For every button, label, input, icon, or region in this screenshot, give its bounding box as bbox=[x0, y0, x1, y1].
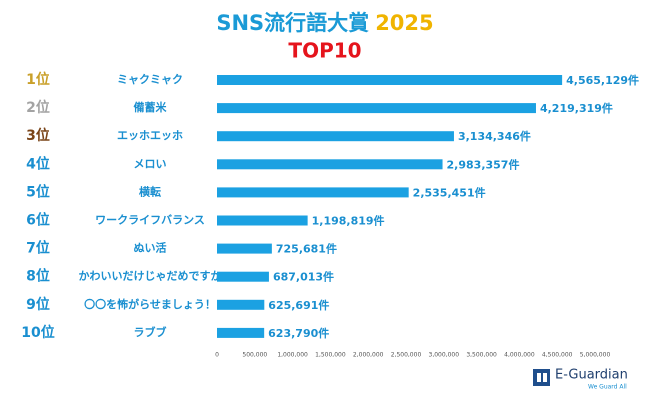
rank-label: 1位 bbox=[26, 71, 50, 88]
value-label: 625,691件 bbox=[268, 298, 329, 312]
x-tick-label: 4,500,000 bbox=[542, 352, 573, 359]
bar bbox=[217, 243, 272, 254]
logo-name: E-Guardian bbox=[555, 368, 628, 383]
category-label: ミャクミャク bbox=[117, 73, 183, 86]
bar bbox=[217, 187, 409, 198]
x-tick-label: 2,000,000 bbox=[353, 352, 384, 359]
value-label: 3,134,346件 bbox=[458, 129, 531, 143]
category-label: 横転 bbox=[139, 184, 161, 198]
category-label: 備蓄米 bbox=[134, 100, 168, 114]
rank-label: 5位 bbox=[26, 183, 50, 200]
category-label: ぬい活 bbox=[134, 241, 167, 255]
logo-icon-part bbox=[537, 373, 541, 382]
x-tick-label: 5,000,000 bbox=[580, 352, 611, 359]
rank-label: 2位 bbox=[26, 99, 50, 116]
chart-subtitle: TOP10 bbox=[288, 39, 361, 63]
rank-label: 9位 bbox=[26, 296, 50, 313]
bar bbox=[217, 159, 443, 170]
bar bbox=[217, 75, 563, 85]
value-label: 623,790件 bbox=[268, 326, 329, 340]
rank-label: 10位 bbox=[21, 324, 54, 341]
x-tick-label: 0 bbox=[215, 352, 219, 359]
category-label: メロい bbox=[134, 157, 167, 170]
x-tick-label: 4,000,000 bbox=[504, 352, 535, 359]
logo-tagline: We Guard All bbox=[588, 384, 627, 391]
bar bbox=[217, 327, 265, 338]
x-tick-label: 3,500,000 bbox=[466, 352, 497, 359]
category-label: ラブブ bbox=[134, 325, 167, 339]
bar bbox=[217, 271, 269, 282]
rank-label: 4位 bbox=[26, 155, 50, 172]
rank-label: 7位 bbox=[26, 240, 50, 257]
category-label: 〇〇を怖がらせましょう！ bbox=[84, 297, 216, 311]
category-label: ワークライフバランス bbox=[95, 214, 205, 227]
chart-title: SNS流行語大賞 bbox=[216, 11, 369, 35]
logo: E-Guardian We Guard All bbox=[533, 368, 628, 391]
x-tick-label: 3,000,000 bbox=[429, 352, 460, 359]
bar bbox=[217, 215, 308, 226]
bar bbox=[217, 103, 536, 114]
bar bbox=[217, 299, 265, 310]
chart-title-group: SNS流行語大賞 2025 bbox=[216, 11, 433, 35]
value-label: 1,198,819件 bbox=[312, 214, 385, 228]
x-tick-label: 1,000,000 bbox=[277, 352, 308, 359]
value-label: 4,219,319件 bbox=[540, 101, 613, 115]
logo-icon-part bbox=[543, 373, 547, 382]
rank-label: 3位 bbox=[26, 127, 50, 144]
value-label: 687,013件 bbox=[273, 270, 334, 284]
x-tick-label: 500,000 bbox=[242, 352, 267, 359]
bar bbox=[217, 131, 454, 142]
rank-label: 6位 bbox=[26, 212, 50, 229]
category-label: かわいいだけじゃだめですか bbox=[79, 270, 222, 283]
x-tick-label: 1,500,000 bbox=[315, 352, 346, 359]
value-label: 2,535,451件 bbox=[413, 185, 486, 199]
x-tick-label: 2,500,000 bbox=[391, 352, 422, 359]
logo-icon bbox=[533, 369, 550, 386]
category-label: エッホエッホ bbox=[117, 129, 183, 142]
value-label: 2,983,357件 bbox=[447, 157, 520, 171]
chart-title-year: 2025 bbox=[375, 11, 433, 35]
value-label: 4,565,129件 bbox=[566, 73, 639, 87]
rank-label: 8位 bbox=[26, 268, 50, 285]
value-label: 725,681件 bbox=[276, 242, 337, 256]
